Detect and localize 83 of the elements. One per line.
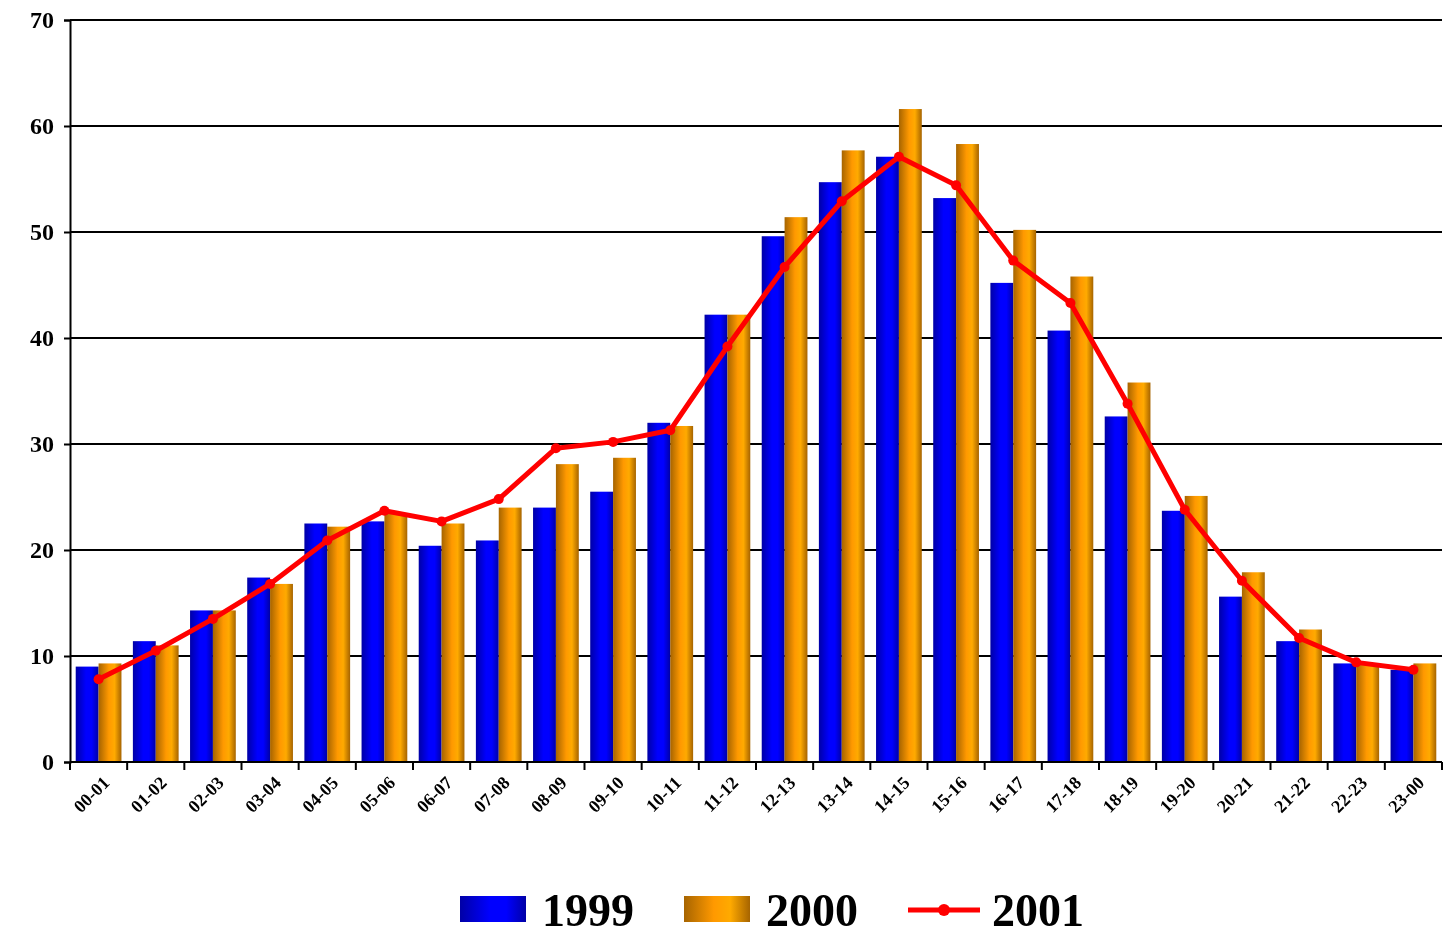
y-tick-label: 60 [30, 113, 54, 140]
bar [933, 198, 957, 762]
point [951, 180, 962, 191]
y-tick-label: 0 [42, 749, 54, 776]
point [265, 578, 276, 589]
bar [590, 491, 614, 762]
point [1236, 575, 1247, 586]
bar [613, 457, 636, 762]
bar [247, 577, 271, 762]
point [779, 261, 790, 272]
bar [327, 526, 351, 762]
bar [704, 314, 728, 762]
bar [647, 422, 671, 762]
bar [1333, 663, 1357, 762]
point [608, 436, 619, 447]
bar [1356, 663, 1380, 762]
bar [898, 109, 922, 762]
bar [784, 217, 808, 762]
bar [498, 507, 522, 762]
point [150, 645, 161, 656]
point [665, 425, 676, 436]
bar [956, 144, 979, 762]
bar [1184, 495, 1208, 762]
point [207, 613, 218, 624]
legend-label: 2001 [992, 885, 1084, 930]
point [1008, 255, 1019, 266]
point [722, 341, 733, 352]
point [436, 516, 447, 527]
bar [990, 282, 1014, 762]
bar [270, 583, 293, 762]
bar [818, 182, 842, 762]
bar [555, 464, 579, 762]
point [93, 674, 104, 685]
bar [75, 666, 99, 762]
bar [1127, 382, 1151, 762]
bar [212, 610, 236, 762]
bar [98, 663, 122, 762]
bar [418, 545, 442, 762]
bar [1161, 510, 1185, 762]
bar [1219, 596, 1242, 762]
legend-label: 1999 [542, 885, 634, 930]
bar [1241, 572, 1265, 762]
bar [361, 521, 385, 762]
point [1179, 504, 1190, 515]
y-tick-label: 50 [30, 219, 54, 246]
bar [190, 610, 213, 762]
point [550, 443, 561, 454]
bar [841, 150, 865, 762]
bar [727, 314, 751, 762]
bar [1390, 669, 1414, 762]
bar [670, 425, 694, 762]
point [893, 151, 904, 162]
bar [1276, 641, 1300, 762]
bar [533, 507, 556, 762]
y-tick-label: 70 [30, 7, 54, 34]
bar [1299, 629, 1322, 762]
point [322, 535, 333, 546]
point [1065, 298, 1076, 309]
y-tick-label: 20 [30, 537, 54, 564]
point [1351, 657, 1362, 668]
legend-label: 2000 [766, 885, 858, 930]
bar [155, 645, 179, 762]
bar [1013, 229, 1037, 762]
bar [876, 156, 899, 762]
bar [761, 236, 785, 762]
bar [304, 523, 328, 762]
y-tick-label: 40 [30, 325, 54, 352]
bar [1413, 663, 1437, 762]
bar [132, 641, 156, 762]
point [1408, 664, 1419, 675]
bar [384, 513, 408, 762]
bar [475, 540, 499, 762]
bar [1104, 416, 1128, 762]
point [836, 196, 847, 207]
point [493, 494, 504, 505]
point [379, 505, 390, 516]
bar [441, 523, 465, 762]
bar [1047, 330, 1071, 762]
point [1122, 398, 1133, 409]
point [1294, 632, 1305, 643]
y-tick-label: 10 [30, 643, 54, 670]
bar [1070, 276, 1094, 762]
y-tick-label: 30 [30, 431, 54, 458]
